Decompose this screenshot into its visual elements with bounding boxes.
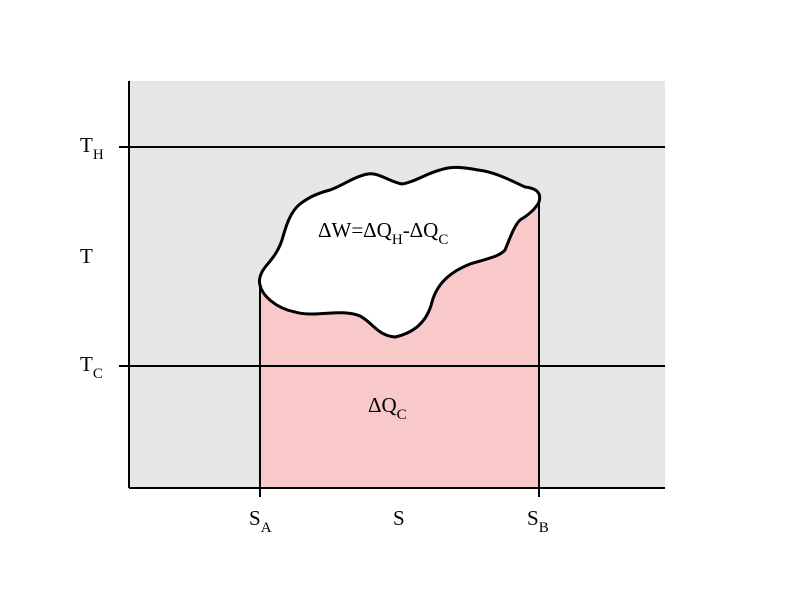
tc-label: TC	[80, 352, 103, 382]
sb-label: SB	[527, 506, 549, 536]
work-label: ΔW=ΔQH-ΔQC	[318, 218, 448, 248]
th-label: TH	[80, 133, 104, 163]
y-axis-label: T	[80, 244, 93, 268]
sa-label: SA	[249, 506, 272, 536]
work-cycle-region	[257, 165, 542, 339]
heat-label: ΔQC	[368, 393, 407, 423]
heat-rejected-region	[260, 202, 539, 488]
x-axis-label: S	[393, 506, 405, 530]
